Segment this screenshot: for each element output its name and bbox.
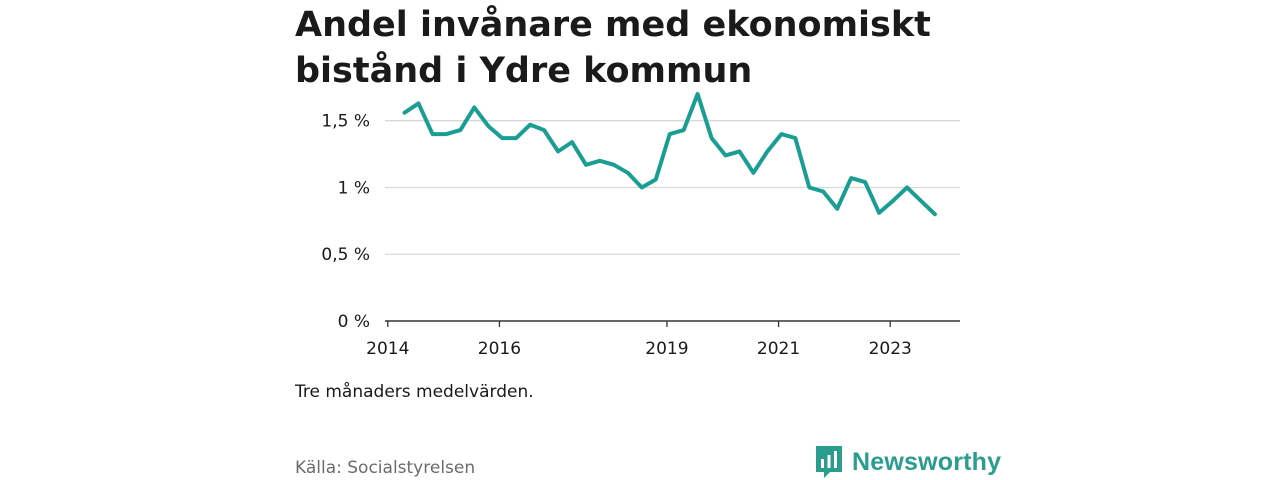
x-tick-label: 2014 — [366, 339, 409, 359]
bar-chart-icon — [816, 446, 842, 478]
y-tick-label: 0 % — [338, 312, 370, 332]
y-tick-label: 1,5 % — [321, 112, 370, 132]
brand-name: Newsworthy — [852, 447, 1002, 476]
chart-title: Andel invånare med ekonomiskt bistånd i … — [295, 5, 931, 91]
series-line — [402, 92, 937, 217]
x-tick-label: 2016 — [478, 339, 521, 359]
y-tick-labels: 0 % 0,5 % 1 % 1,5 % — [321, 112, 370, 332]
y-tick-label: 0,5 % — [321, 245, 370, 265]
brand-logo[interactable]: Newsworthy — [814, 444, 1001, 480]
grid-lines — [385, 120, 960, 255]
x-tick-labels: 2014 2016 2019 2021 2023 — [366, 339, 912, 359]
source-credit: Källa: Socialstyrelsen — [295, 458, 476, 478]
x-tick-label: 2021 — [757, 339, 800, 359]
chart-note: Tre månaders medelvärden. — [295, 382, 534, 402]
series-lines — [402, 92, 937, 217]
y-tick-label: 1 % — [338, 178, 370, 198]
axes — [385, 320, 960, 327]
x-tick-label: 2019 — [645, 339, 688, 359]
x-tick-label: 2023 — [869, 339, 912, 359]
